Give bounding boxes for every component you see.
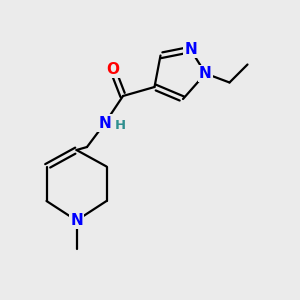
Text: N: N: [199, 66, 212, 81]
Text: H: H: [115, 119, 126, 132]
Text: N: N: [99, 116, 111, 130]
Text: N: N: [184, 42, 197, 57]
Text: O: O: [106, 61, 119, 76]
Text: N: N: [70, 213, 83, 228]
